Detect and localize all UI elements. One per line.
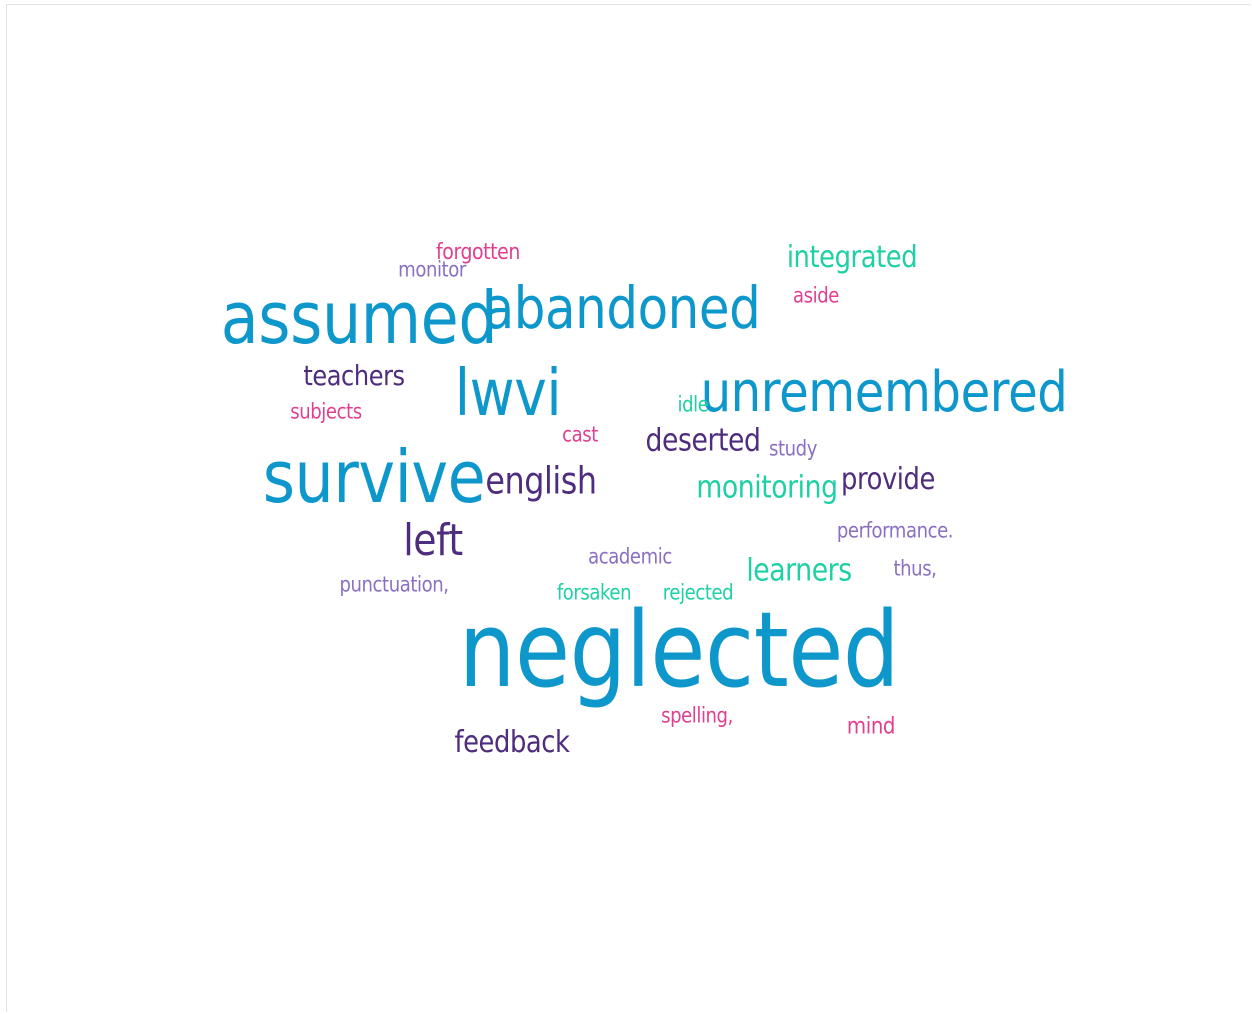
word-spelling: spelling, <box>661 703 733 728</box>
word-neglected: neglected <box>458 589 900 711</box>
word-integrated: integrated <box>786 240 918 275</box>
word-mind: mind <box>846 713 896 740</box>
word-idle: idle <box>677 392 709 417</box>
word-punctuation: punctuation, <box>339 572 449 597</box>
word-survive: survive <box>262 435 486 519</box>
word-forgotten: forgotten <box>436 240 520 265</box>
word-cloud-canvas <box>6 4 1250 1012</box>
word-monitor: monitor <box>398 257 466 282</box>
word-abandoned: abandoned <box>483 274 761 342</box>
word-aside: aside <box>793 283 839 308</box>
word-learners: learners <box>746 552 852 589</box>
word-left: left <box>403 515 463 566</box>
word-unremembered: unremembered <box>700 360 1068 425</box>
word-thus: thus, <box>893 556 937 581</box>
word-deserted: deserted <box>645 422 761 459</box>
word-english: english <box>485 459 597 503</box>
word-assumed: assumed <box>220 276 498 360</box>
word-lwvi: lwvi <box>454 357 562 431</box>
word-forsaken: forsaken <box>556 580 632 605</box>
word-cast: cast <box>562 422 598 447</box>
word-feedback: feedback <box>454 725 570 760</box>
word-teachers: teachers <box>303 359 405 392</box>
word-performance: performance. <box>836 518 954 543</box>
word-rejected: rejected <box>662 580 734 605</box>
word-study: study <box>769 436 817 461</box>
word-academic: academic <box>588 544 672 569</box>
word-provide: provide <box>841 462 935 497</box>
word-subjects: subjects <box>290 399 362 424</box>
word-monitoring: monitoring <box>696 469 838 506</box>
